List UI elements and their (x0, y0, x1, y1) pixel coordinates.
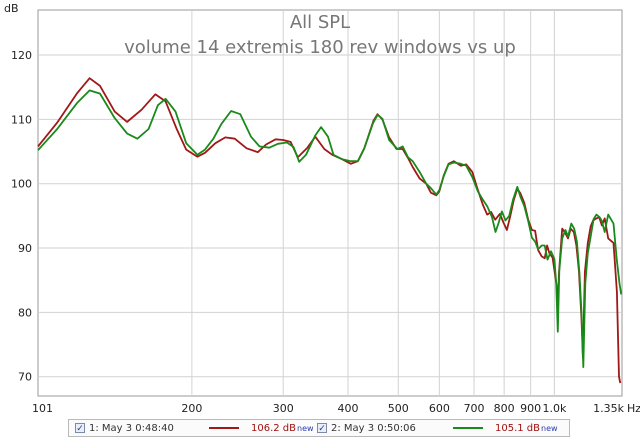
legend-item-1[interactable]: ✓ 1: May 3 0:48:40 (75, 421, 174, 435)
x-tick-label-900: 900 (520, 402, 541, 415)
series-2-badge: new (541, 423, 558, 433)
legend-item-2-value: 105.1 dB new (495, 421, 558, 435)
x-tick-label-400: 400 (338, 402, 359, 415)
series-2-line (37, 89, 623, 368)
series-2-label: 2: May 3 0:50:06 (331, 422, 416, 434)
chart-subtitle: volume 14 extremis 180 rev windows vs up (124, 37, 516, 58)
chart-title: All SPL (290, 12, 350, 33)
y-tick-label-70: 70 (18, 371, 32, 384)
series-1-value: 106.2 dB (251, 422, 297, 434)
x-axis-unit: Hz (627, 402, 640, 415)
y-tick-label-110: 110 (11, 113, 32, 126)
x-tick-label-1.35k: 1.35k (593, 402, 624, 415)
series-layer (37, 77, 623, 384)
series-1-label: 1: May 3 0:48:40 (89, 422, 174, 434)
x-tick-label-600: 600 (429, 402, 450, 415)
series-2-checkbox[interactable]: ✓ (317, 423, 327, 434)
legend-bar: ✓ 1: May 3 0:48:40 106.2 dB new ✓ 2: May … (68, 419, 570, 437)
series-1-swatch (209, 427, 239, 429)
y-axis-label: dB (4, 2, 19, 15)
legend-item-2[interactable]: ✓ 2: May 3 0:50:06 (317, 421, 416, 435)
x-tick-label-200: 200 (181, 402, 202, 415)
x-tick-label-1.0k: 1.0k (542, 402, 566, 415)
x-tick-label-101: 101 (32, 402, 53, 415)
series-2-value: 105.1 dB (495, 422, 541, 434)
legend-item-1-line (209, 421, 239, 435)
legend-item-2-line (453, 421, 483, 435)
plot-frame (37, 9, 623, 397)
x-tick-label-800: 800 (494, 402, 515, 415)
grid (37, 9, 623, 397)
y-tick-label-100: 100 (11, 178, 32, 191)
legend-item-1-value: 106.2 dB new (251, 421, 314, 435)
x-tick-label-500: 500 (388, 402, 409, 415)
x-tick-labels: 101 200 300 400 500 600 700 800 900 1.0k 1.35k (32, 402, 625, 415)
y-tick-label-120: 120 (11, 49, 32, 62)
y-tick-label-80: 80 (18, 306, 32, 319)
y-tick-label-90: 90 (18, 242, 32, 255)
y-tick-labels: 70 80 90 100 110 120 (11, 49, 32, 384)
series-1-checkbox[interactable]: ✓ (75, 423, 85, 434)
x-tick-label-700: 700 (464, 402, 485, 415)
series-2-swatch (453, 427, 483, 429)
x-tick-label-300: 300 (273, 402, 294, 415)
series-1-badge: new (297, 423, 314, 433)
